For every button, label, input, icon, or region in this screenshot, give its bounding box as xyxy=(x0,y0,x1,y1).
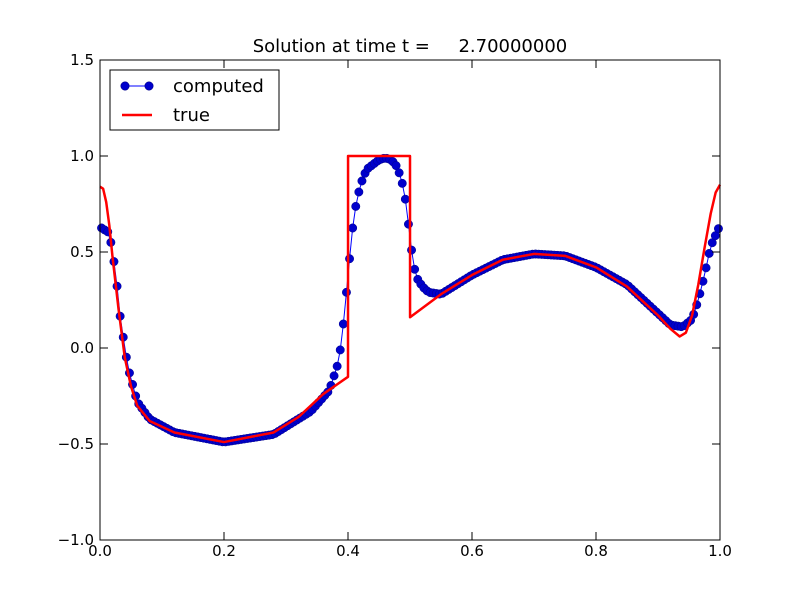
computed-point xyxy=(704,248,714,258)
computed-point xyxy=(345,254,354,264)
legend-computed-marker xyxy=(144,81,154,91)
y-tick-label: −1.0 xyxy=(58,531,94,549)
computed-point xyxy=(410,264,420,274)
x-tick-label: 0.6 xyxy=(460,542,484,560)
x-tick-label: 0.2 xyxy=(212,542,236,560)
computed-point xyxy=(404,219,413,229)
legend-true-label: true xyxy=(173,105,210,126)
computed-point xyxy=(701,263,711,273)
legend-computed-label: computed xyxy=(173,76,264,97)
computed-point xyxy=(338,319,348,329)
computed-point xyxy=(400,194,410,204)
legend-frame xyxy=(109,69,280,131)
x-tick-label: 0.0 xyxy=(88,542,112,560)
series-true-line xyxy=(99,154,722,444)
computed-point xyxy=(335,345,345,355)
series-layer xyxy=(97,153,723,447)
x-tick-label: 1.0 xyxy=(708,542,732,560)
computed-point xyxy=(354,187,364,197)
x-tick-label: 0.4 xyxy=(336,542,360,560)
y-tick-label: 1.5 xyxy=(70,51,94,69)
computed-point xyxy=(394,168,404,178)
legend-computed-marker xyxy=(120,81,130,91)
axes-frame xyxy=(99,59,721,541)
computed-point xyxy=(357,176,367,186)
x-tick-label: 0.8 xyxy=(584,542,608,560)
y-tick-label: 0.5 xyxy=(70,243,94,261)
computed-point xyxy=(348,223,358,233)
computed-point xyxy=(329,371,339,381)
y-tick-label: −0.5 xyxy=(58,435,94,453)
computed-point xyxy=(407,245,416,255)
plot-area xyxy=(97,59,723,541)
computed-point xyxy=(332,361,342,371)
y-tick-label: 0.0 xyxy=(70,339,94,357)
y-tick-label: 1.0 xyxy=(70,147,94,165)
chart-title: Solution at time t = 2.70000000 xyxy=(253,36,568,57)
ticks-layer: 0.0 0.2 0.4 0.6 0.8 1.0 −1.0 −0.5 0.0 0.5 1.0 1.5 xyxy=(58,51,732,560)
computed-point xyxy=(397,178,407,188)
computed-point xyxy=(351,201,361,211)
computed-point xyxy=(714,224,723,234)
legend: computed true xyxy=(109,69,280,131)
computed-point xyxy=(342,287,351,297)
